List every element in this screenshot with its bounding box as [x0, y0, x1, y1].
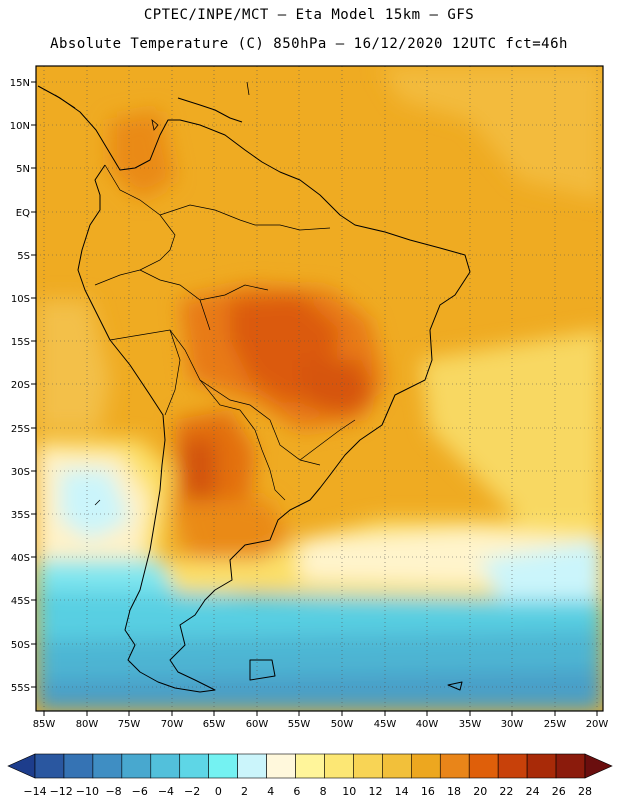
graticule [36, 66, 603, 711]
country-borders [94, 164, 356, 501]
colorbar-swatch [439, 753, 470, 779]
lon-label: 80W [76, 719, 99, 730]
lat-label: 40S [11, 553, 30, 564]
colorbar-label: 6 [293, 785, 300, 798]
lon-label: 45W [374, 719, 397, 730]
colorbar-swatch [34, 753, 65, 779]
colorbar-label: 14 [395, 785, 409, 798]
lat-label: 25S [11, 424, 30, 435]
lon-label: 65W [203, 719, 226, 730]
lat-label: 15N [10, 78, 30, 89]
lat-label: 5N [16, 164, 30, 175]
colorbar-swatch [497, 753, 528, 779]
colorbar-swatch [266, 753, 296, 779]
map-frame [35, 65, 604, 712]
colorbar-swatch [555, 753, 586, 779]
lon-label: 20W [586, 719, 609, 730]
colorbar-label: 22 [499, 785, 513, 798]
colorbar-label: 2 [241, 785, 248, 798]
lon-label: 75W [118, 719, 141, 730]
colorbar-swatch [208, 753, 238, 779]
lat-label: 10N [10, 121, 30, 132]
lat-label: 15S [11, 337, 30, 348]
lat-label: 10S [11, 294, 30, 305]
lon-label: 60W [246, 719, 269, 730]
lat-label: 45S [11, 596, 30, 607]
lon-label: 70W [161, 719, 184, 730]
colorbar-swatch [324, 753, 354, 779]
lat-label: 55S [11, 683, 30, 694]
lat-label: 35S [11, 510, 30, 521]
colorbar-label: −2 [184, 785, 200, 798]
colorbar-label: −12 [50, 785, 73, 798]
colorbar-swatch [468, 753, 499, 779]
coastline [37, 85, 471, 693]
lat-label: 20S [11, 380, 30, 391]
lon-label: 50W [331, 719, 354, 730]
colorbar: −14 −12 −10 −8 −6 −4 −2 0 2 4 6 8 10 12 14 16 18 20 22 24 26… [7, 753, 613, 798]
temperature-field [36, 66, 603, 711]
colorbar-label: 24 [526, 785, 540, 798]
map-title-line-1: CPTEC/INPE/MCT – Eta Model 15km – GFS [143, 7, 475, 23]
colorbar-swatch [382, 753, 412, 779]
colorbar-swatch [121, 753, 152, 779]
colorbar-swatch [150, 753, 181, 779]
map-title-line-2: Absolute Temperature (C) 850hPa – 16/12/… [50, 36, 568, 52]
colorbar-label: −10 [76, 785, 99, 798]
colorbar-label: −8 [105, 785, 121, 798]
colorbar-label: 0 [215, 785, 222, 798]
colorbar-label: 8 [320, 785, 327, 798]
lat-label: 30S [11, 467, 30, 478]
lon-label: 25W [544, 719, 567, 730]
colorbar-swatch [526, 753, 557, 779]
lon-label: 85W [33, 719, 56, 730]
colorbar-label: 10 [342, 785, 356, 798]
lon-label: 55W [288, 719, 311, 730]
colorbar-swatch [63, 753, 94, 779]
lat-label: 5S [17, 251, 30, 262]
colorbar-label: 28 [578, 785, 592, 798]
colorbar-label: −4 [158, 785, 174, 798]
lon-label: 40W [416, 719, 439, 730]
lat-label: EQ [16, 208, 30, 219]
lon-label: 30W [501, 719, 524, 730]
colorbar-label: 18 [447, 785, 461, 798]
lat-label: 50S [11, 640, 30, 651]
colorbar-swatch [295, 753, 325, 779]
colorbar-label: 4 [267, 785, 274, 798]
colorbar-label: 20 [473, 785, 487, 798]
colorbar-swatch [353, 753, 383, 779]
colorbar-swatch [179, 753, 209, 779]
colorbar-arrow-low [7, 753, 36, 779]
colorbar-swatch [92, 753, 123, 779]
colorbar-label: 16 [421, 785, 435, 798]
colorbar-swatch [237, 753, 267, 779]
colorbar-label: −14 [23, 785, 46, 798]
colorbar-swatch [411, 753, 441, 779]
colorbar-label: 12 [368, 785, 382, 798]
colorbar-label: 26 [552, 785, 566, 798]
lon-label: 35W [459, 719, 482, 730]
colorbar-label: −6 [132, 785, 148, 798]
colorbar-arrow-high [584, 753, 613, 779]
